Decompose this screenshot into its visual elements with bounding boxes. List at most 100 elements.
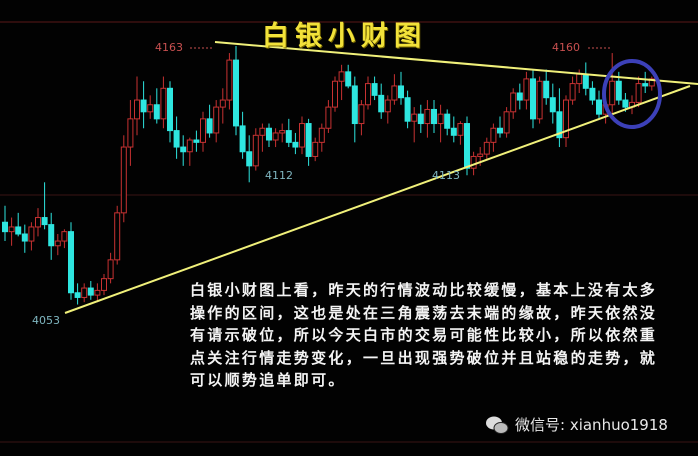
candle-body <box>173 130 180 148</box>
candle <box>186 137 193 166</box>
candle-body <box>384 99 391 113</box>
candle-body <box>114 212 121 261</box>
candle <box>206 104 213 138</box>
candle-body <box>15 226 22 235</box>
candle-body <box>233 59 239 127</box>
candle <box>81 283 88 303</box>
candle-body <box>87 287 94 296</box>
candle <box>41 182 48 230</box>
candle <box>563 95 569 148</box>
candle <box>497 116 503 138</box>
candle-body <box>398 85 404 99</box>
candle-body <box>391 85 398 101</box>
candle-body <box>596 99 602 115</box>
wechat-id: 微信号: xianhuo1918 <box>515 416 668 434</box>
candle <box>490 123 497 152</box>
candle <box>398 71 404 105</box>
candle-body <box>431 108 437 125</box>
candle-body <box>160 87 167 120</box>
candle <box>120 135 127 223</box>
candle <box>213 100 220 143</box>
candle-body <box>477 153 484 157</box>
candle <box>28 222 35 251</box>
candle-body <box>279 130 286 134</box>
candle-body <box>167 87 173 132</box>
candle-body <box>589 87 596 101</box>
candle <box>147 95 154 119</box>
candle <box>285 118 292 148</box>
candle <box>272 128 279 148</box>
candle-body <box>68 231 74 294</box>
candle-body <box>417 113 424 125</box>
candle-body <box>193 139 200 143</box>
candle <box>384 95 391 124</box>
candle <box>61 229 68 249</box>
candle <box>259 123 266 152</box>
candle <box>87 281 94 300</box>
candle-body <box>635 83 642 103</box>
candle-body <box>543 80 550 99</box>
candle-body <box>21 233 28 242</box>
candle <box>642 71 649 93</box>
candle-body <box>213 106 220 134</box>
candle <box>351 76 358 143</box>
candle <box>437 104 444 143</box>
candle <box>21 224 28 253</box>
candle-body <box>464 123 470 169</box>
candle-body <box>120 146 127 214</box>
candle-body <box>8 226 15 233</box>
candle <box>94 283 101 303</box>
candle <box>2 205 8 242</box>
candle <box>332 76 338 112</box>
candle <box>15 212 22 237</box>
candle-body <box>239 125 246 153</box>
candle-body <box>206 118 213 134</box>
candle <box>219 88 226 124</box>
candle-body <box>622 99 629 108</box>
candle-body <box>523 78 530 101</box>
candle-body <box>246 151 253 167</box>
candle-body <box>569 83 576 101</box>
candle-body <box>266 127 272 141</box>
candle-body <box>371 83 378 96</box>
candle-body <box>345 71 352 87</box>
label-low-4113: 4113 <box>432 169 460 182</box>
candle-body <box>609 80 616 106</box>
candle-body <box>81 287 88 298</box>
candle-body <box>325 106 332 129</box>
candle-body <box>312 141 319 157</box>
candle-body <box>48 224 55 247</box>
candle <box>226 53 233 110</box>
candle-body <box>200 118 206 143</box>
candle <box>252 128 259 171</box>
candle-body <box>318 127 325 143</box>
wechat-icon <box>485 415 509 435</box>
candle <box>312 137 319 162</box>
candle <box>404 90 411 129</box>
candle <box>543 69 550 105</box>
candle-body <box>101 278 107 291</box>
candle <box>582 62 589 96</box>
wechat-watermark: 微信号: xianhuo1918 <box>485 414 668 435</box>
candle <box>305 118 312 166</box>
candle-body <box>186 139 193 153</box>
candle-body <box>351 85 358 125</box>
candle <box>596 90 602 119</box>
candle <box>193 130 200 152</box>
label-high-4163: 4163 <box>155 41 183 54</box>
candle-body <box>470 155 477 169</box>
candle <box>101 273 107 296</box>
candle <box>470 151 477 176</box>
candle <box>510 88 517 119</box>
candle <box>530 69 536 129</box>
highlight-circle <box>602 59 662 129</box>
candle-body <box>450 127 457 136</box>
candle-body <box>411 113 418 122</box>
candle-body <box>153 104 160 120</box>
candle-body <box>94 289 101 296</box>
candle <box>74 283 81 305</box>
candle-body <box>615 80 622 101</box>
candle-body <box>648 78 655 87</box>
candle-body <box>28 226 35 242</box>
